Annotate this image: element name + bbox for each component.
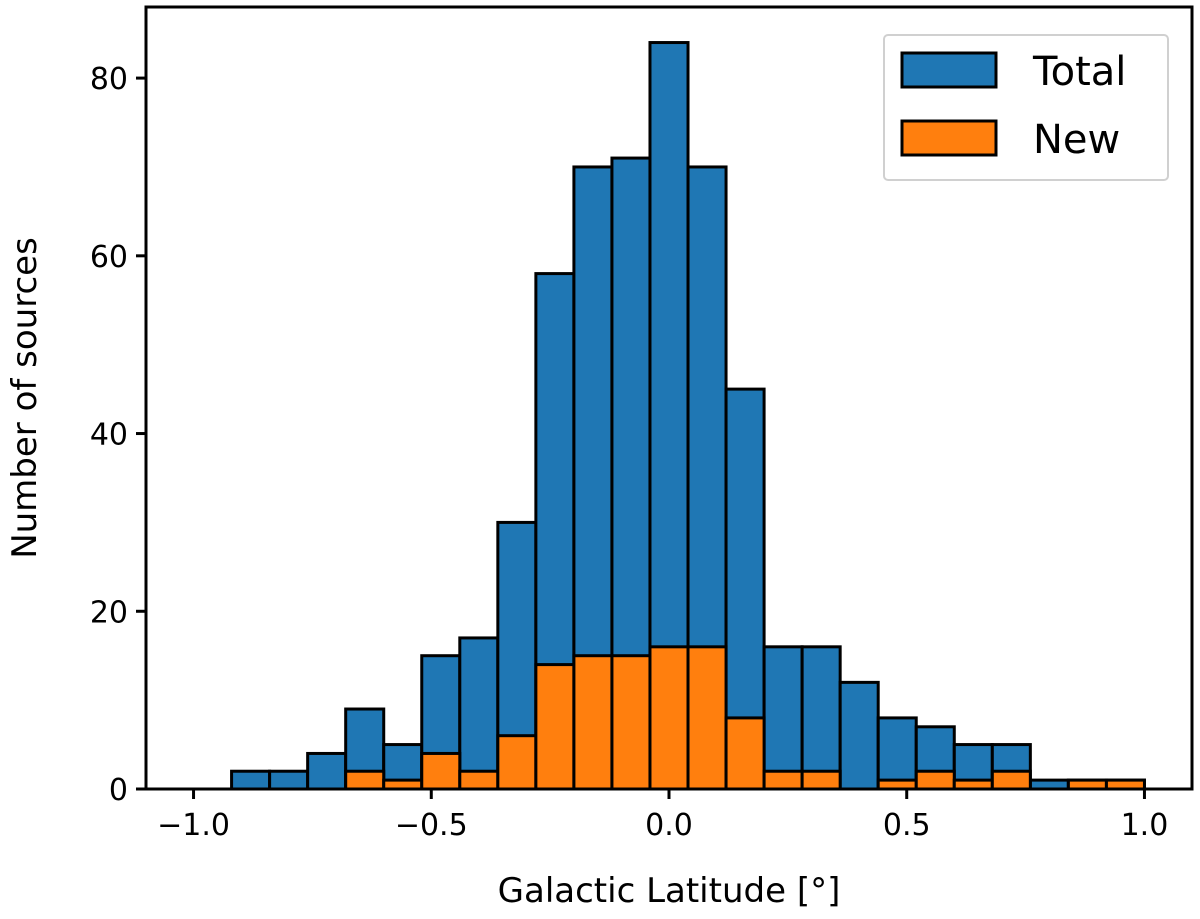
legend-swatch-new	[900, 119, 998, 157]
bar-new	[534, 663, 576, 791]
legend-swatch-total	[900, 51, 998, 89]
legend: Total New	[883, 34, 1169, 181]
series-new-bars	[344, 645, 1146, 791]
bar-new	[458, 769, 500, 791]
x-tick-label: 0.5	[883, 808, 931, 843]
bar-new	[648, 645, 690, 791]
bar-new	[990, 769, 1032, 791]
bar-total	[306, 751, 348, 791]
bar-new	[610, 654, 652, 791]
bar-total	[458, 636, 500, 791]
x-tick-label: 0.0	[645, 808, 693, 843]
x-axis-ticks: −1.0 −0.5 0.0 0.5 1.0	[157, 789, 1168, 843]
y-tick-label: 0	[109, 773, 128, 808]
bar-total	[268, 769, 310, 791]
y-axis-label: Number of sources	[5, 237, 45, 559]
bar-new	[914, 769, 956, 791]
x-tick-label: −0.5	[395, 808, 468, 843]
x-axis-label: Galactic Latitude [°]	[498, 871, 841, 911]
x-tick-label: 1.0	[1121, 808, 1169, 843]
legend-label-total: Total	[1032, 49, 1126, 95]
legend-label-new: New	[1033, 117, 1120, 163]
y-tick-label: 80	[90, 62, 128, 97]
x-tick-label: −1.0	[157, 808, 230, 843]
bar-new	[344, 769, 386, 791]
bar-total	[762, 645, 804, 791]
y-tick-label: 20	[90, 595, 128, 630]
bar-new	[496, 734, 538, 791]
y-tick-label: 60	[90, 240, 128, 275]
bar-total	[230, 769, 272, 791]
bar-new	[572, 654, 614, 791]
bar-new	[686, 645, 728, 791]
bar-new	[762, 769, 804, 791]
bar-total	[800, 645, 842, 791]
bar-new	[724, 716, 766, 791]
bar-new	[800, 769, 842, 791]
bar-total	[838, 680, 880, 791]
bar-total	[876, 716, 918, 791]
y-tick-label: 40	[90, 418, 128, 453]
bar-new	[420, 751, 462, 791]
y-axis-ticks: 0 20 40 60 80	[90, 62, 146, 808]
